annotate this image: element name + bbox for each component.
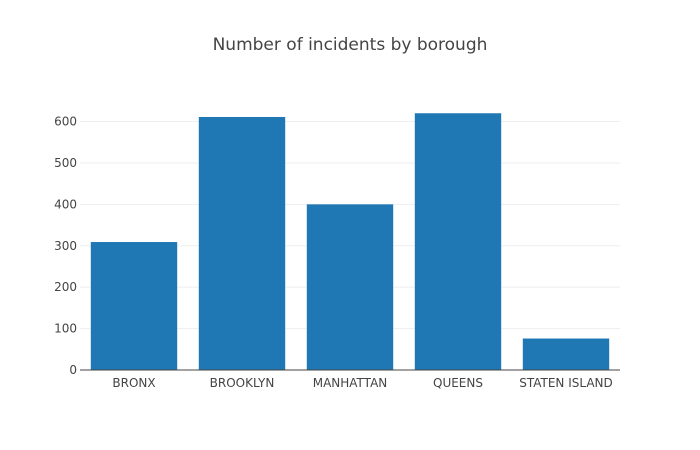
y-tick-label: 100 xyxy=(54,322,77,336)
y-tick-label: 0 xyxy=(69,363,77,377)
y-tick-label: 300 xyxy=(54,239,77,253)
y-tick-labels: 0 100 200 300 400 500 600 xyxy=(54,115,77,377)
y-tick-label: 400 xyxy=(54,197,77,211)
bar-queens[interactable] xyxy=(414,113,502,371)
x-tick-label: STATEN ISLAND xyxy=(519,376,613,390)
x-tick-label: BRONX xyxy=(112,376,155,390)
bar-brooklyn[interactable] xyxy=(198,116,286,370)
x-tick-label: QUEENS xyxy=(433,376,483,390)
bar-staten-island[interactable] xyxy=(522,338,610,370)
y-tick-label: 500 xyxy=(54,156,77,170)
bar-bronx[interactable] xyxy=(90,242,178,370)
chart-title: Number of incidents by borough xyxy=(213,35,488,55)
x-tick-label: BROOKLYN xyxy=(210,376,275,390)
bar-manhattan[interactable] xyxy=(306,204,394,370)
bars xyxy=(90,113,610,371)
y-tick-label: 200 xyxy=(54,280,77,294)
x-tick-label: MANHATTAN xyxy=(313,376,388,390)
x-tick-labels: BRONX BROOKLYN MANHATTAN QUEENS STATEN ISLAN… xyxy=(112,376,612,390)
y-tick-label: 600 xyxy=(54,115,77,129)
